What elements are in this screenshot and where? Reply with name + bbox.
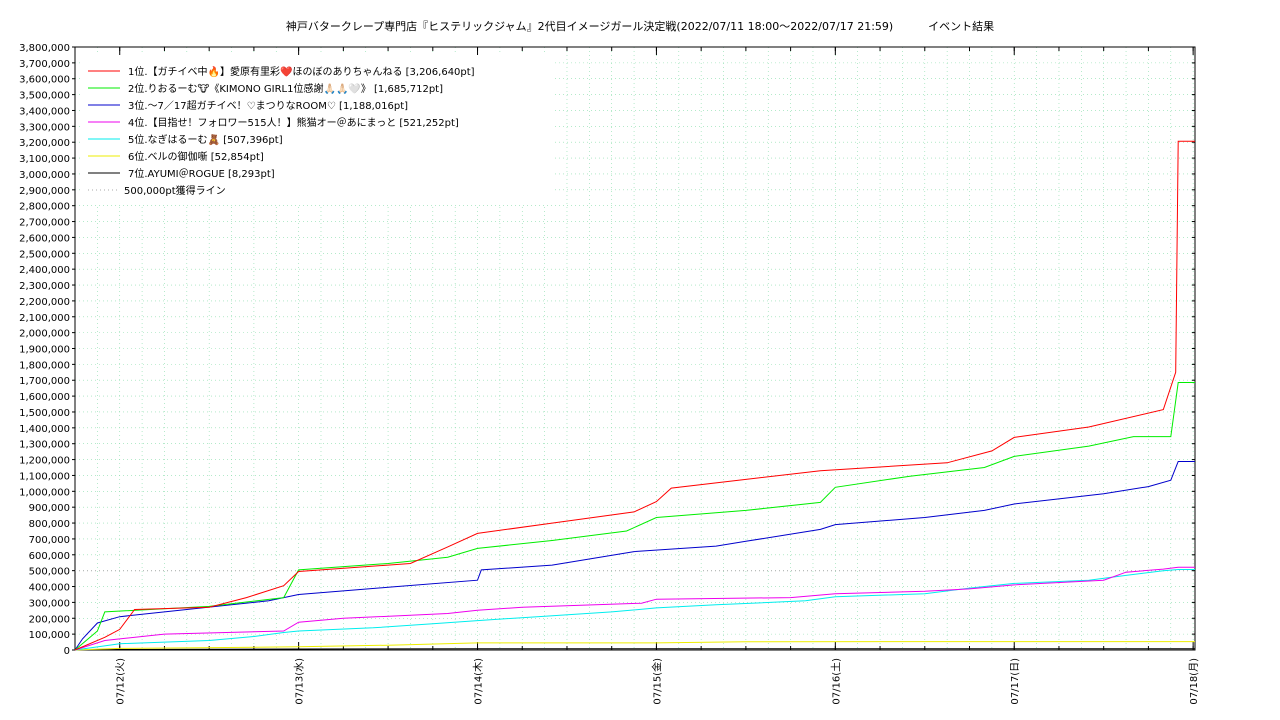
series-line-6: [74, 641, 1196, 651]
legend-label-2: 2位.りおるーむ🐮《KIMONO GIRL1位感謝🙏🏻🙏🏻🤍》 [1,685,7…: [128, 82, 443, 95]
y-tick-label: 400,000: [29, 583, 70, 594]
y-tick-label: 1,500,000: [19, 408, 70, 419]
y-tick-label: 500,000: [29, 567, 70, 578]
series-line-3: [74, 461, 1195, 651]
y-tick-label: 3,200,000: [19, 138, 70, 149]
x-tick-label: 07/18(月): [1188, 658, 1200, 705]
y-tick-label: 1,400,000: [19, 424, 70, 435]
x-tick-label: 07/14(木): [473, 658, 485, 705]
y-tick-label: 2,300,000: [19, 281, 70, 292]
y-tick-label: 2,500,000: [19, 249, 70, 260]
legend-box: [80, 55, 555, 205]
y-tick-label: 2,600,000: [19, 233, 70, 244]
legend-label-5: 5位.なぎはるーむ🧸 [507,396pt]: [128, 133, 283, 146]
y-tick-label: 3,800,000: [19, 43, 70, 54]
y-tick-label: 2,100,000: [19, 313, 70, 324]
series-line-1: [74, 140, 1195, 651]
x-tick-label: 07/12(火): [115, 658, 127, 705]
legend-label-6: 6位.ベルの御伽噺 [52,854pt]: [128, 150, 264, 163]
legend-label-1: 1位.【ガチイベ中🔥】愛原有里彩❤️ほのぼのありちゃんねる [3,206,640…: [128, 65, 475, 78]
y-tick-label: 900,000: [29, 503, 70, 514]
x-tick-label: 07/15(金): [650, 658, 663, 705]
y-tick-label: 1,100,000: [19, 471, 70, 482]
y-tick-label: 2,200,000: [19, 297, 70, 308]
y-tick-label: 600,000: [29, 551, 70, 562]
y-tick-label: 700,000: [29, 535, 70, 546]
series-line-4: [74, 566, 1195, 651]
x-tick-label: 07/13(水): [294, 658, 306, 705]
y-tick-label: 2,700,000: [19, 218, 70, 229]
y-tick-label: 3,300,000: [19, 122, 70, 133]
series-line-2: [74, 382, 1195, 651]
y-tick-label: 300,000: [29, 598, 70, 609]
y-tick-label: 2,800,000: [19, 202, 70, 213]
y-tick-label: 0: [64, 646, 70, 657]
legend-label-7: 7位.AYUMI＠ROGUE [8,293pt]: [128, 167, 275, 180]
y-tick-label: 800,000: [29, 519, 70, 530]
legend-label-3: 3位.～7／17超ガチイベ！♡まつりなROOM♡ [1,188,016pt]: [128, 99, 408, 112]
y-tick-label: 1,300,000: [19, 440, 70, 451]
y-tick-label: 1,900,000: [19, 345, 70, 356]
y-tick-label: 3,700,000: [19, 59, 70, 70]
y-tick-label: 1,200,000: [19, 456, 70, 467]
y-tick-label: 1,600,000: [19, 392, 70, 403]
y-tick-label: 2,000,000: [19, 329, 70, 340]
y-tick-label: 1,700,000: [19, 376, 70, 387]
series-line-5: [74, 569, 1195, 651]
y-tick-label: 200,000: [29, 614, 70, 625]
y-tick-label: 3,600,000: [19, 75, 70, 86]
y-tick-label: 3,500,000: [19, 91, 70, 102]
x-tick-label: 07/17(日): [1010, 658, 1021, 705]
y-tick-label: 2,400,000: [19, 265, 70, 276]
y-tick-label: 3,000,000: [19, 170, 70, 181]
legend-label-8: 500,000pt獲得ライン: [124, 184, 226, 197]
y-tick-label: 100,000: [29, 630, 70, 641]
y-tick-label: 3,100,000: [19, 154, 70, 165]
y-tick-label: 2,900,000: [19, 186, 70, 197]
x-tick-label: 07/16(土): [829, 658, 842, 705]
y-tick-label: 3,400,000: [19, 106, 70, 117]
series-line-7: [74, 648, 1195, 651]
y-tick-label: 1,000,000: [19, 487, 70, 498]
chart-title: 神戸バタークレープ専門店『ヒステリックジャム』2代目イメージガール決定戦(202…: [285, 20, 995, 33]
y-tick-label: 1,800,000: [19, 360, 70, 371]
legend-label-4: 4位.【目指せ！フォロワー515人！】熊猫オー＠あにまっと [521,252pt…: [128, 116, 459, 129]
